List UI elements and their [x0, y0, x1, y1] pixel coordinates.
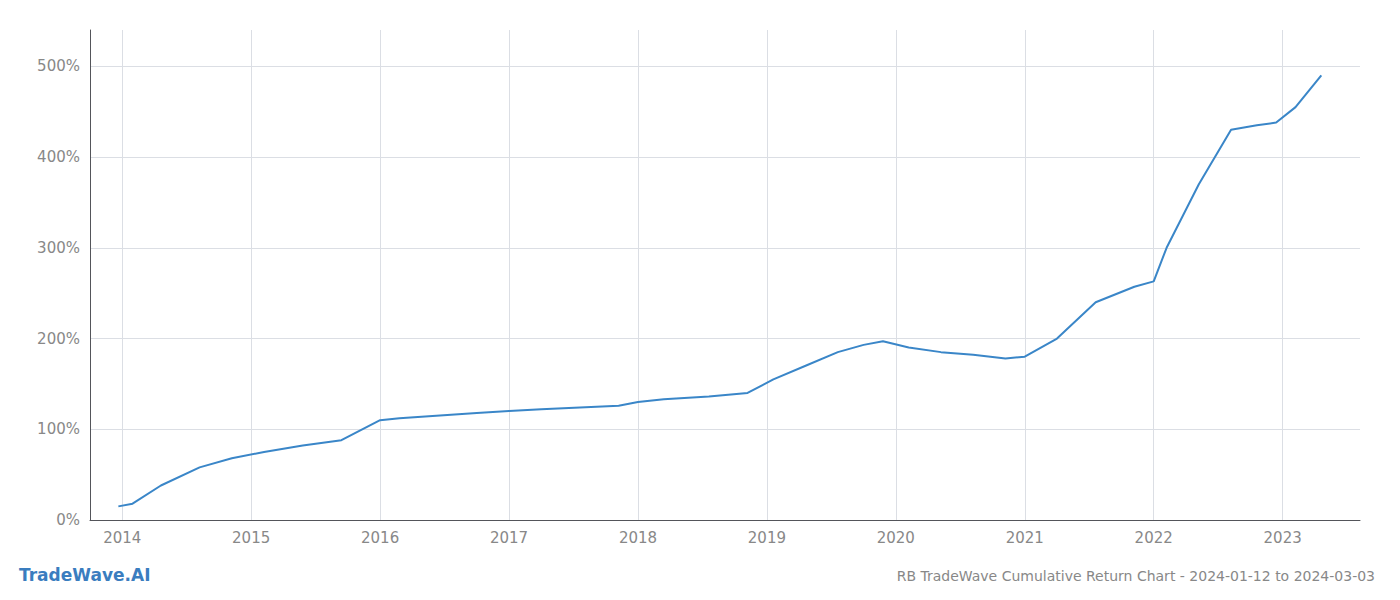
svg-text:2016: 2016 — [361, 529, 399, 547]
svg-text:2023: 2023 — [1264, 529, 1302, 547]
svg-text:2021: 2021 — [1006, 529, 1044, 547]
svg-text:2014: 2014 — [103, 529, 141, 547]
svg-text:2020: 2020 — [877, 529, 915, 547]
svg-text:2015: 2015 — [232, 529, 270, 547]
svg-text:TradeWave.AI: TradeWave.AI — [19, 565, 150, 585]
svg-text:200%: 200% — [37, 330, 80, 348]
svg-text:2018: 2018 — [619, 529, 657, 547]
svg-text:2019: 2019 — [748, 529, 786, 547]
svg-text:400%: 400% — [37, 148, 80, 166]
svg-text:2022: 2022 — [1135, 529, 1173, 547]
svg-text:2017: 2017 — [490, 529, 528, 547]
svg-text:500%: 500% — [37, 57, 80, 75]
svg-text:0%: 0% — [56, 511, 80, 529]
svg-text:RB TradeWave Cumulative Return: RB TradeWave Cumulative Return Chart - 2… — [897, 568, 1375, 584]
svg-text:100%: 100% — [37, 420, 80, 438]
svg-text:300%: 300% — [37, 239, 80, 257]
